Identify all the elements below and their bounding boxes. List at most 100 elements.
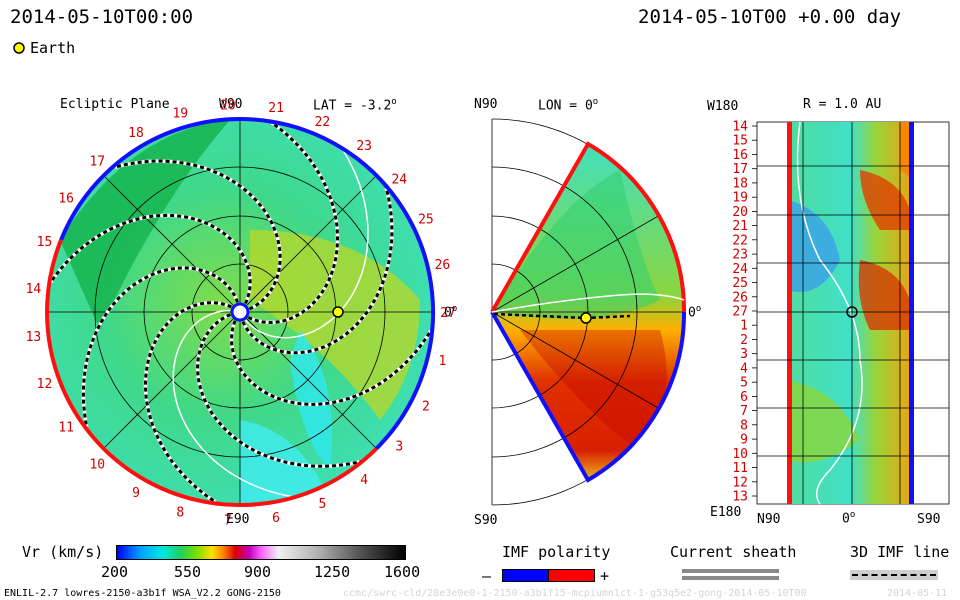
ecliptic-imf-lines [47, 119, 433, 505]
meridional-title: LON = 0o [538, 97, 599, 114]
carrington-label-12: 12 [37, 377, 53, 392]
model-info: ENLIL-2.7 lowres-2150-a3b1f WSA_V2.2 GON… [4, 588, 281, 599]
carrington-label-15: 15 [37, 235, 53, 250]
carrington-label-6: 6 [272, 511, 280, 526]
radial-tick-label-22: 22 [732, 233, 748, 248]
ecliptic-current-sheet-0 [172, 309, 295, 498]
ecliptic-imf-line-7 [247, 120, 339, 324]
imf-polarity-title: IMF polarity [502, 543, 611, 561]
radial-tick-label-18: 18 [732, 176, 748, 191]
ecliptic-imf-line-4 [196, 313, 363, 468]
earth-marker-radial [846, 306, 858, 318]
carrington-label-25: 25 [418, 213, 434, 228]
ecliptic-rim-negative [59, 117, 436, 450]
carrington-label-8: 8 [176, 505, 184, 520]
ecliptic-spoke-45 [239, 175, 377, 313]
radial-rim-positive [787, 122, 792, 504]
radial-tick-label-10: 10 [732, 447, 748, 462]
radial-tick-label-14: 14 [732, 120, 748, 135]
radial-rim-negative [909, 122, 914, 504]
current-sheath-swatch-b [682, 576, 779, 580]
ecliptic-bottom-label: E90 [226, 512, 250, 527]
carrington-label-9: 9 [132, 486, 140, 501]
carrington-label-20: 20 [220, 98, 236, 113]
carrington-label-2: 2 [422, 399, 430, 414]
ecliptic-title: Ecliptic Plane [60, 97, 170, 112]
radial-panel [756, 121, 950, 505]
carrington-label-5: 5 [318, 497, 326, 512]
meridional-top-label: N90 [474, 97, 498, 112]
radial-tick-label-6: 6 [740, 390, 748, 405]
radial-tick-label-15: 15 [732, 134, 748, 149]
imf-polarity-plus: + [600, 567, 610, 585]
carrington-label-27: 27 [440, 306, 456, 321]
carrington-label-10: 10 [89, 457, 105, 472]
carrington-label-4: 4 [360, 473, 368, 488]
radial-x-label-center: 0o [842, 510, 856, 527]
colorbar-label: Vr (km/s) [22, 543, 104, 561]
carrington-label-14: 14 [26, 282, 42, 297]
radial-tick-labels: 1415161718192021222324252627123456789101… [732, 120, 748, 505]
radial-tick-label-24: 24 [732, 262, 748, 277]
colorbar-tick-2: 900 [244, 563, 272, 581]
imf-polarity-positive-swatch [548, 569, 595, 582]
ecliptic-imf-line-6 [241, 184, 394, 355]
radial-tick-label-1: 1 [740, 319, 748, 334]
colorbar-tick-1: 550 [174, 563, 202, 581]
radial-tick-label-20: 20 [732, 205, 748, 220]
radial-tick-label-17: 17 [732, 162, 748, 177]
colorbar-tick-4: 1600 [384, 563, 421, 581]
radial-top-label: W180 [707, 99, 739, 114]
ecliptic-imf-line-5 [229, 320, 433, 406]
datetime-left: 2014-05-10T00:00 [10, 6, 194, 28]
colorbar-gradient [116, 545, 406, 560]
radial-tick-label-11: 11 [732, 461, 748, 476]
meridional-current-sheet [491, 293, 685, 313]
radial-tick-label-23: 23 [732, 248, 748, 263]
radial-tick-label-25: 25 [732, 276, 748, 291]
radial-x-label-right: S90 [917, 512, 941, 527]
meridional-rim-north [490, 141, 687, 313]
radial-tick-label-26: 26 [732, 290, 748, 305]
radial-tick-label-7: 7 [740, 404, 748, 419]
meridional-spoke--30 [491, 311, 660, 409]
meridional-spoke-30 [491, 215, 660, 313]
carrington-label-16: 16 [58, 192, 74, 207]
ecliptic-lat-label: LAT = -3.2o [313, 97, 397, 114]
current-sheath-title: Current sheath [670, 543, 797, 561]
carrington-label-24: 24 [391, 172, 407, 187]
radial-tick-label-3: 3 [740, 347, 748, 362]
imf-line-swatch-dash [852, 574, 936, 576]
carrington-label-21: 21 [268, 101, 284, 116]
radial-tick-label-13: 13 [732, 490, 748, 505]
carrington-label-22: 22 [315, 115, 331, 130]
radial-tick-label-16: 16 [732, 148, 748, 163]
carrington-label-11: 11 [58, 420, 74, 435]
earth-marker-ecliptic [332, 306, 344, 318]
carrington-label-17: 17 [89, 155, 105, 170]
radial-bottom-label: E180 [710, 505, 742, 520]
radial-tick-label-9: 9 [740, 433, 748, 448]
date-faint: 2014-05-11 [887, 588, 948, 599]
radial-x-label-left: N90 [757, 512, 781, 527]
sun-inner-boundary [230, 302, 250, 322]
carrington-label-18: 18 [128, 126, 144, 141]
meridional-panel [492, 144, 686, 480]
ecliptic-right-label: 0o [444, 304, 458, 321]
radial-tick-label-5: 5 [740, 376, 748, 391]
carrington-label-7: 7 [224, 514, 232, 529]
carrington-label-1: 1 [438, 354, 446, 369]
ecliptic-polarity-rim [45, 117, 436, 508]
ecliptic-rim-positive [45, 238, 378, 508]
radial-tick-label-2: 2 [740, 333, 748, 348]
imf-polarity-negative-swatch [502, 569, 549, 582]
radial-title: R = 1.0 AU [803, 97, 882, 112]
ecliptic-imf-line-2 [81, 266, 239, 431]
datetime-right: 2014-05-10T00 +0.00 day [638, 6, 902, 28]
meridional-bottom-label: S90 [474, 513, 498, 528]
radial-tick-label-19: 19 [732, 191, 748, 206]
ecliptic-spoke-225 [103, 311, 241, 449]
carrington-label-23: 23 [356, 139, 372, 154]
